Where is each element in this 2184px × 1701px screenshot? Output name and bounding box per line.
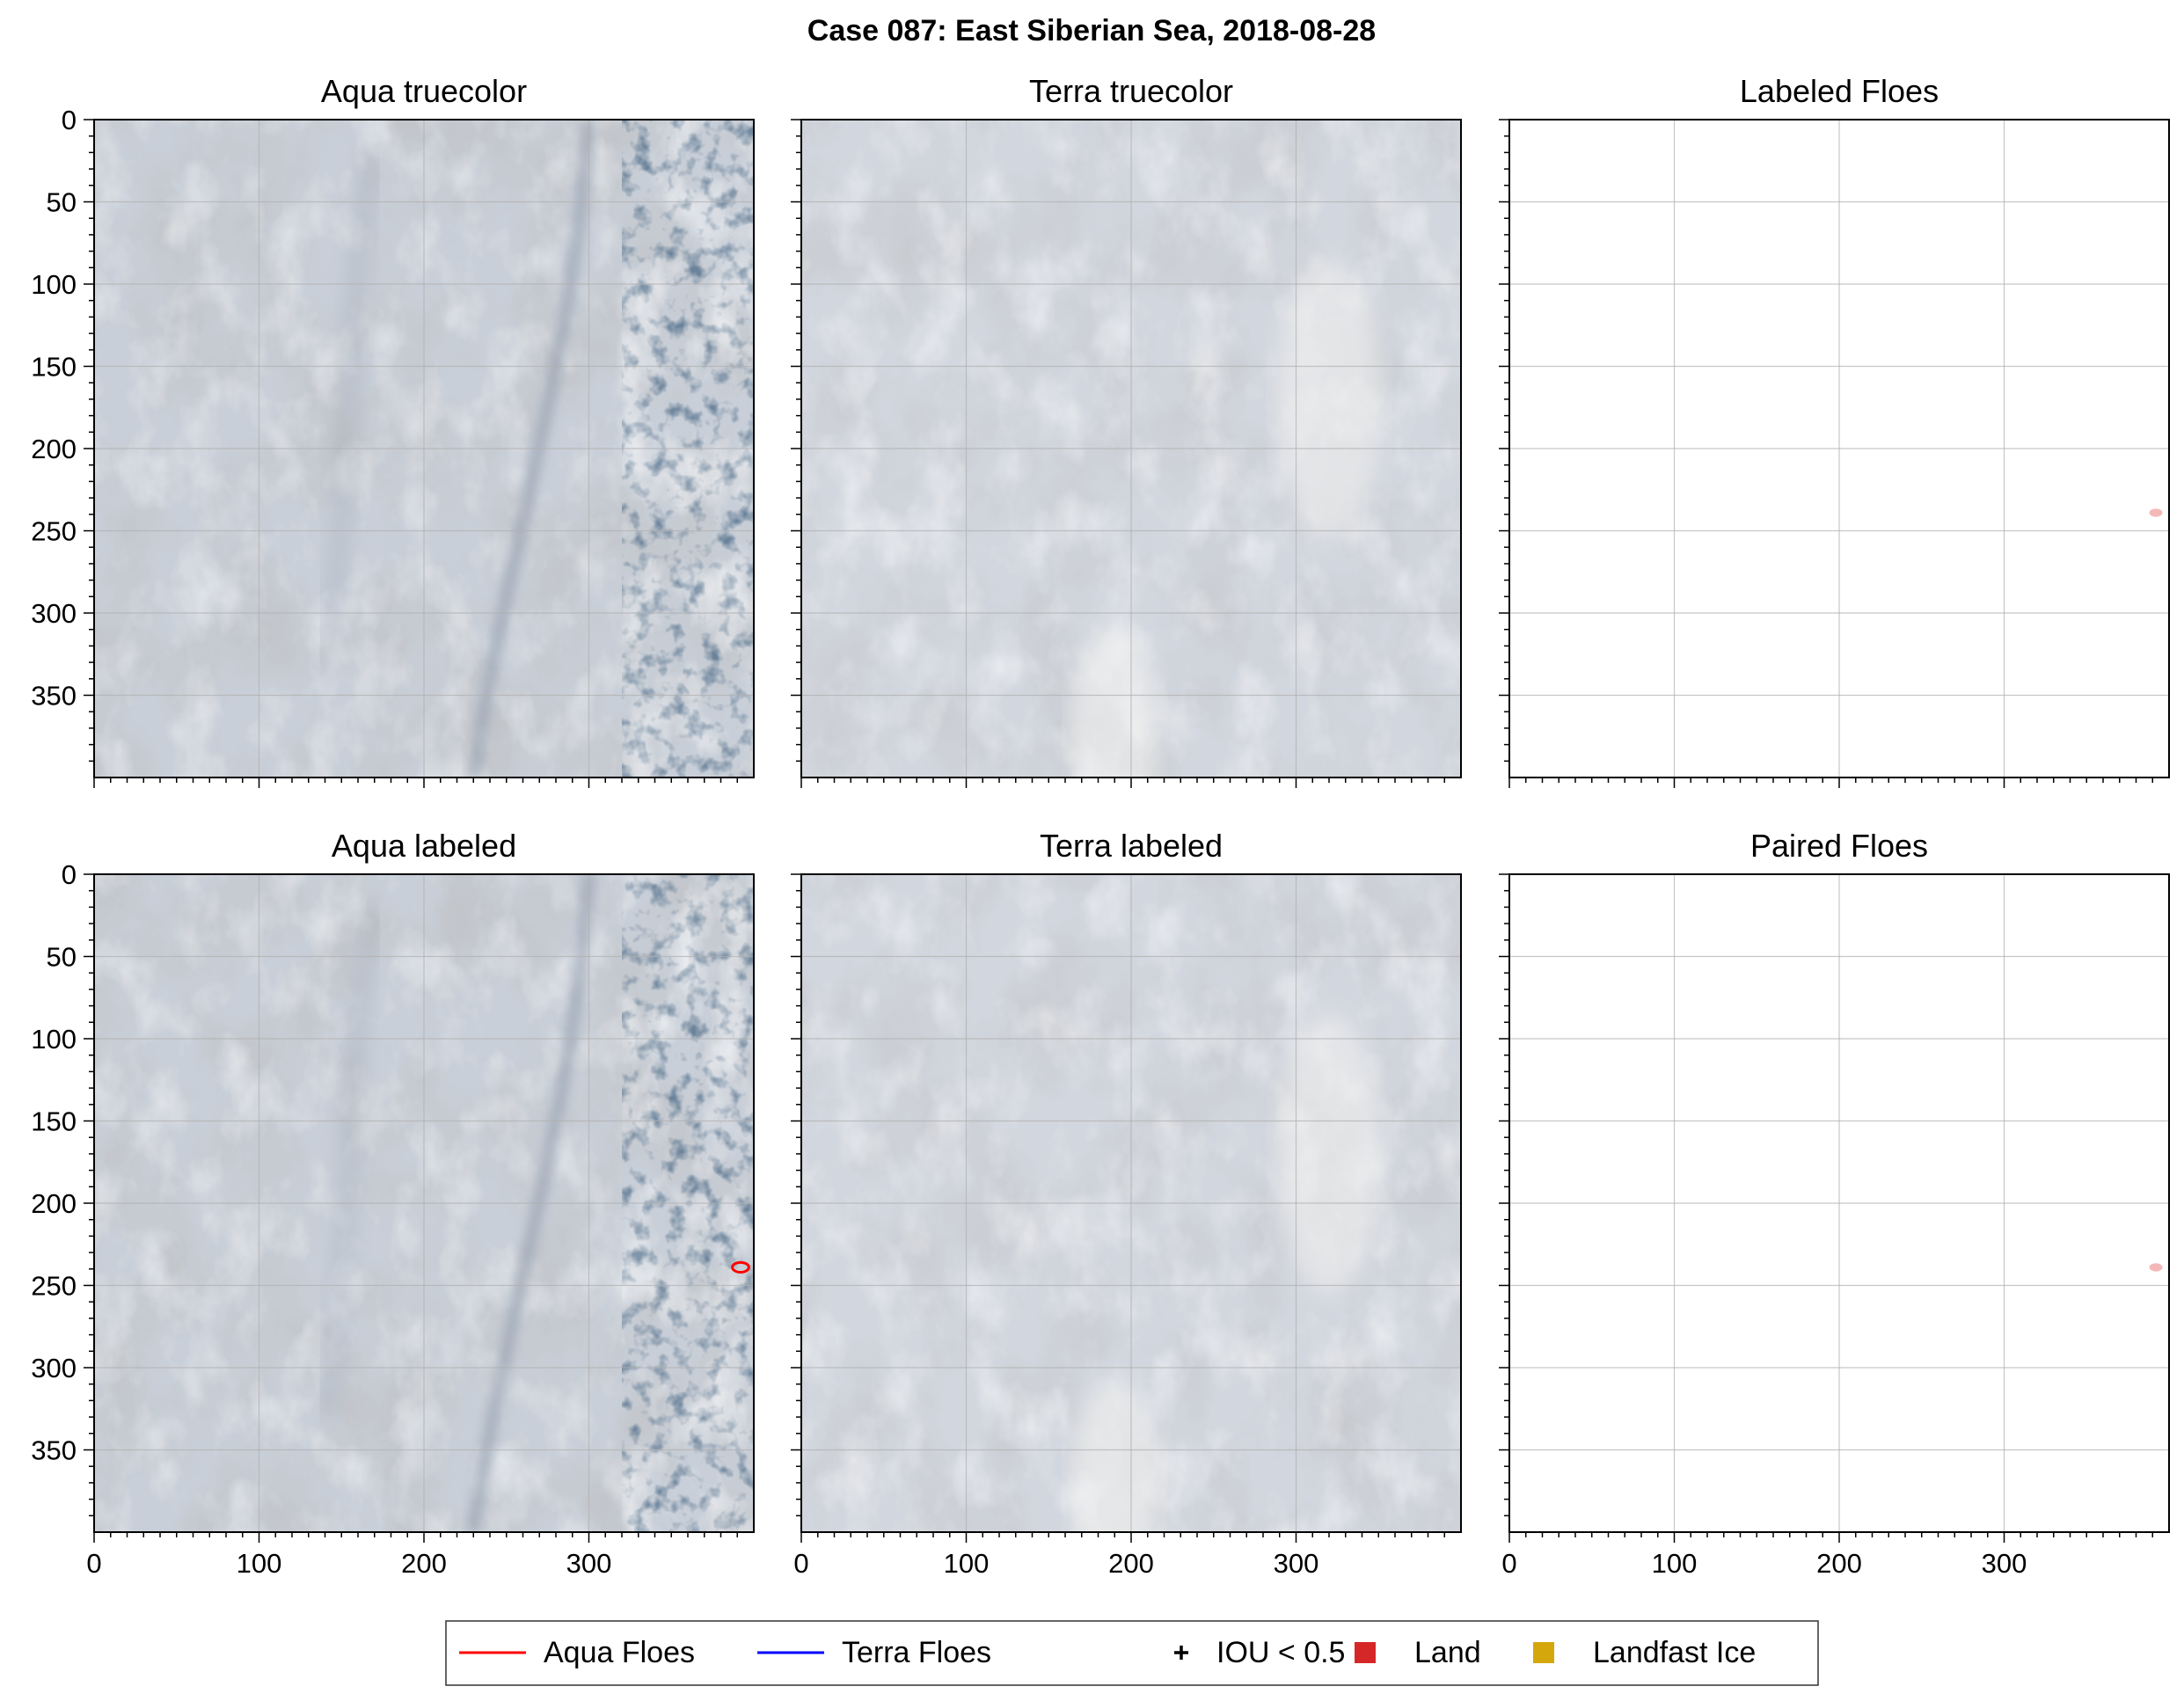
panel-aqua_labeled: 0 50 100 150 200 250 300 350 0 100 200 300 Aqua labe…	[31, 828, 755, 1579]
y-tick-label: 250	[31, 516, 77, 547]
ticks	[791, 873, 1445, 1543]
legend-label: Landfast Ice	[1593, 1636, 1756, 1669]
x-tick-label: 200	[1108, 1548, 1154, 1579]
legend-item: IOU < 0.5	[1174, 1636, 1345, 1669]
x-tick-label: 100	[944, 1548, 990, 1579]
panel-terra_truecolor: Terra truecolor	[791, 73, 1462, 788]
legend-item: Aqua Floes	[459, 1636, 695, 1669]
ticks	[1499, 873, 2153, 1543]
legend-square-swatch	[1355, 1642, 1376, 1663]
y-tick-label: 50	[47, 187, 77, 218]
y-tick-label: 350	[31, 681, 77, 712]
x-tick-label: 200	[401, 1548, 447, 1579]
ticks	[1499, 119, 2153, 788]
legend-label: Aqua Floes	[544, 1636, 695, 1669]
labeled-floe	[2149, 1263, 2163, 1272]
panel-title: Terra truecolor	[1029, 73, 1233, 109]
legend-item: Terra Floes	[757, 1636, 991, 1669]
legend-item: Land	[1355, 1636, 1481, 1669]
ticks	[791, 119, 1445, 788]
aqua-floe-outline	[731, 1260, 750, 1274]
panel-title: Terra labeled	[1040, 828, 1223, 864]
x-tick-label: 0	[793, 1548, 808, 1579]
panel-aqua_truecolor: 0 50 100 150 200 250 300 350 Aqua truecolor	[31, 73, 755, 788]
legend-item: Landfast Ice	[1533, 1636, 1756, 1669]
legend-label: IOU < 0.5	[1216, 1636, 1345, 1669]
x-tick-label: 0	[1501, 1548, 1516, 1579]
ticks	[84, 119, 738, 788]
legend-square-swatch	[1533, 1642, 1554, 1663]
y-tick-label: 350	[31, 1435, 77, 1466]
panel-terra_labeled: 0 100 200 300 Terra labeled	[791, 828, 1462, 1579]
panel-title: Aqua labeled	[332, 828, 516, 864]
y-tick-label: 300	[31, 1353, 77, 1383]
y-tick-label: 150	[31, 1106, 77, 1137]
legend: Aqua Floes Terra Floes IOU < 0.5 Land Landfa…	[445, 1620, 1819, 1686]
legend-box	[445, 1620, 1819, 1686]
y-tick-label: 100	[31, 269, 77, 300]
suptitle: Case 087: East Siberian Sea, 2018-08-28	[807, 14, 1376, 47]
grid	[94, 120, 754, 777]
legend-label: Land	[1414, 1636, 1481, 1669]
x-tick-label: 100	[1652, 1548, 1698, 1579]
y-tick-label: 300	[31, 598, 77, 629]
labeled-floe	[2149, 508, 2163, 517]
x-tick-label: 300	[1274, 1548, 1319, 1579]
y-tick-label: 200	[31, 1188, 77, 1219]
y-tick-label: 250	[31, 1271, 77, 1302]
x-tick-label: 300	[566, 1548, 612, 1579]
panel-paired_floes: 0 100 200 300 Paired Floes	[1499, 828, 2170, 1579]
y-tick-label: 0	[62, 859, 77, 890]
grid	[801, 874, 1461, 1532]
x-tick-label: 300	[1982, 1548, 2027, 1579]
y-tick-label: 50	[47, 942, 77, 973]
x-tick-label: 200	[1816, 1548, 1862, 1579]
grid	[801, 120, 1461, 777]
panel-title: Aqua truecolor	[321, 73, 527, 109]
x-tick-label: 100	[237, 1548, 282, 1579]
panel-labeled_floes: Labeled Floes	[1499, 73, 2170, 788]
y-tick-label: 200	[31, 434, 77, 464]
panel-title: Labeled Floes	[1740, 73, 1939, 109]
y-tick-label: 100	[31, 1024, 77, 1055]
y-tick-label: 0	[62, 105, 77, 135]
grid	[1509, 120, 2169, 777]
y-tick-label: 150	[31, 352, 77, 383]
panel-title: Paired Floes	[1750, 828, 1928, 864]
legend-label: Terra Floes	[842, 1636, 991, 1669]
grid	[94, 874, 754, 1532]
ticks	[84, 873, 738, 1543]
x-tick-label: 0	[86, 1548, 101, 1579]
grid	[1509, 874, 2169, 1532]
